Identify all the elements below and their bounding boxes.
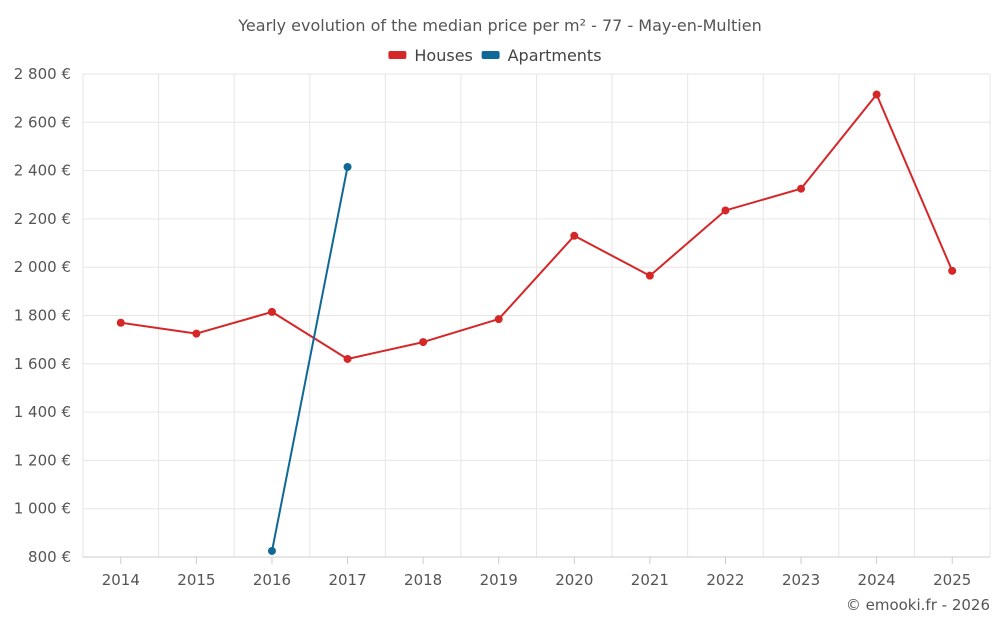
y-axis-tick-labels: 800 € 1 000 € 1 200 € 1 400 € 1 600 € 1 800 €… (14, 65, 71, 566)
y-tick-label: 1 200 € (14, 451, 71, 469)
y-tick-label: 1 600 € (14, 355, 71, 373)
x-tick-label: 2015 (177, 571, 215, 589)
data-point-houses[interactable] (721, 206, 730, 215)
legend-item-apartments[interactable]: Apartments (481, 46, 602, 65)
legend-swatch (388, 51, 407, 59)
data-point-houses[interactable] (419, 338, 428, 347)
data-point-houses[interactable] (872, 90, 881, 99)
y-tick-label: 800 € (28, 548, 71, 566)
credit-text: © emooki.fr - 2026 (846, 596, 990, 614)
data-point-houses[interactable] (267, 307, 276, 316)
legend-swatch (481, 51, 500, 59)
x-tick-label: 2014 (102, 571, 140, 589)
data-point-houses[interactable] (948, 266, 957, 275)
series-line-apartments (271, 166, 349, 552)
chart-title: Yearly evolution of the median price per… (237, 16, 761, 35)
legend-label: Houses (414, 46, 472, 65)
y-tick-label: 2 000 € (14, 258, 71, 276)
data-point-houses[interactable] (192, 329, 201, 338)
x-tick-label: 2017 (328, 571, 366, 589)
x-tick-label: 2024 (858, 571, 896, 589)
data-point-houses[interactable] (570, 231, 579, 240)
data-point-houses[interactable] (343, 354, 352, 363)
data-point-houses[interactable] (645, 271, 654, 280)
x-tick-label: 2018 (404, 571, 442, 589)
x-axis-tick-labels: 2014 2015 2016 2017 2018 2019 2020 2021 2022 2023… (102, 557, 971, 589)
y-tick-label: 2 400 € (14, 162, 71, 180)
x-tick-label: 2021 (631, 571, 669, 589)
legend-item-houses[interactable]: Houses (388, 46, 473, 65)
data-point-apartments[interactable] (343, 162, 352, 171)
legend-label: Apartments (508, 46, 602, 65)
x-tick-label: 2023 (782, 571, 820, 589)
y-tick-label: 2 800 € (14, 65, 71, 83)
series-layer (116, 90, 957, 555)
y-tick-label: 1 000 € (14, 500, 71, 518)
legend: Houses Apartments (388, 46, 602, 65)
x-tick-label: 2019 (480, 571, 518, 589)
x-tick-label: 2025 (933, 571, 971, 589)
series-houses (116, 90, 957, 363)
x-tick-label: 2016 (253, 571, 291, 589)
y-tick-label: 1 400 € (14, 403, 71, 421)
data-point-houses[interactable] (494, 315, 503, 324)
data-point-houses[interactable] (116, 318, 125, 327)
y-tick-label: 1 800 € (14, 307, 71, 325)
x-tick-label: 2020 (555, 571, 593, 589)
series-apartments (267, 162, 352, 555)
data-point-apartments[interactable] (267, 546, 276, 555)
x-tick-label: 2022 (706, 571, 744, 589)
y-tick-label: 2 200 € (14, 210, 71, 228)
series-line-houses (120, 93, 954, 360)
data-point-houses[interactable] (797, 184, 806, 193)
y-tick-label: 2 600 € (14, 113, 71, 131)
